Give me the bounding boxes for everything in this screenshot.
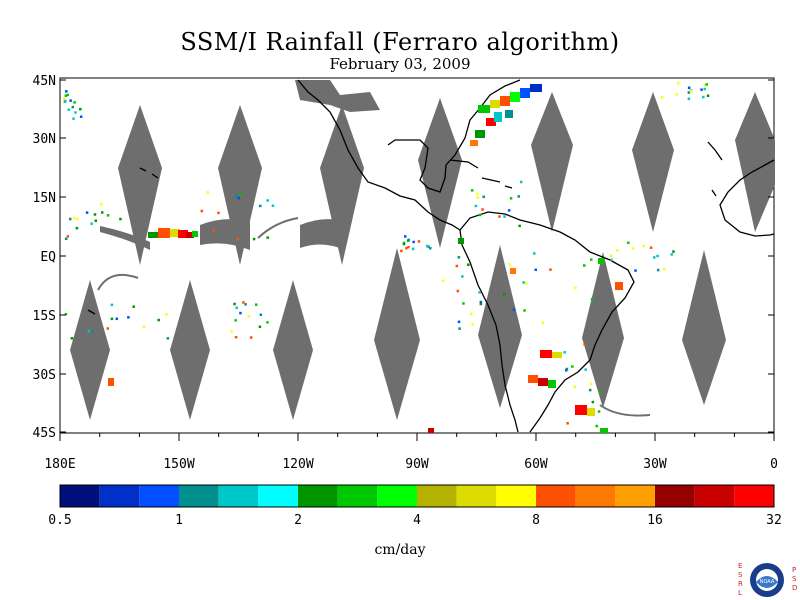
gap-swath (418, 98, 462, 248)
colorbar-units: cm/day (374, 542, 426, 558)
colorbar-tick-label: 1 (175, 513, 183, 528)
colorbar-swatch (139, 485, 179, 507)
longitude-label: 0 (770, 457, 778, 472)
longitude-label: 120W (282, 457, 313, 472)
coastline (87, 309, 96, 315)
colorbar-tick-label: 32 (766, 513, 782, 528)
coastline (707, 141, 723, 197)
colorbar-swatch (60, 485, 100, 507)
latitude-label: 15N (33, 191, 56, 206)
gap-swath (632, 92, 674, 232)
colorbar-swatch (377, 485, 417, 507)
colorbar-swatch (734, 485, 774, 507)
latitude-label: EQ (40, 250, 56, 265)
gap-band (200, 219, 250, 250)
map-date: February 03, 2009 (329, 55, 471, 73)
latitude-label: 45N (33, 74, 56, 89)
logo-letter: R (738, 580, 743, 588)
gap-swath (170, 280, 210, 420)
coastline (139, 167, 159, 179)
latitude-axis: 45N 30N 15N EQ 15S 30S 45S (33, 74, 774, 441)
colorbar-swatch (694, 485, 735, 507)
colorbar-swatch (456, 485, 497, 507)
latitude-label: 15S (33, 309, 56, 324)
colorbar-swatch (298, 485, 338, 507)
logo-letter: S (792, 575, 797, 583)
colorbar-swatch (655, 485, 695, 507)
colorbar-swatch (337, 485, 378, 507)
colorbar-tick-label: 4 (413, 513, 421, 528)
gap-swath (478, 245, 522, 408)
gap-swath (682, 250, 726, 405)
gap-swath (273, 280, 313, 420)
gap-swath (118, 105, 162, 265)
coastline (459, 229, 519, 433)
gap-band (100, 226, 150, 250)
colorbar: 0.5 1 2 4 8 16 32 (48, 484, 782, 528)
colorbar-swatch (536, 485, 576, 507)
latitude-label: 45S (33, 426, 56, 441)
logo-letter: L (738, 589, 742, 597)
gap-swath (218, 105, 262, 265)
longitude-label: 90W (405, 457, 429, 472)
gap-swath (582, 252, 624, 408)
data-gap-swaths (70, 80, 775, 420)
latitude-label: 30N (33, 132, 56, 147)
gap-swath (735, 92, 775, 232)
colorbar-tick-label: 8 (532, 513, 540, 528)
longitude-label: 180E (44, 457, 75, 472)
noaa-esrl-psd-logo: E S R L P S D NOAA (736, 560, 798, 600)
colorbar-swatch (417, 485, 457, 507)
colorbar-swatch (218, 485, 259, 507)
longitude-label: 150W (163, 457, 194, 472)
colorbar-tick-label: 2 (294, 513, 302, 528)
gap-band (300, 219, 345, 250)
coastline (449, 159, 513, 189)
coastline (719, 159, 775, 237)
longitude-label: 60W (524, 457, 548, 472)
colorbar-swatch (179, 485, 219, 507)
gap-swath (320, 105, 364, 265)
map-title: SSM/I Rainfall (Ferraro algorithm) (180, 28, 620, 56)
colorbar-tick-label: 16 (647, 513, 663, 528)
colorbar-tick-label: 0.5 (48, 513, 71, 528)
gap-swath (374, 248, 420, 420)
gap-arcs (97, 217, 651, 417)
colorbar-swatch (99, 485, 140, 507)
logo-letter: S (738, 571, 743, 579)
gap-swath (531, 92, 573, 232)
coastline (387, 79, 521, 193)
longitude-label: 30W (643, 457, 667, 472)
colorbar-swatch (258, 485, 298, 507)
colorbar-swatch (496, 485, 536, 507)
gap-band (295, 80, 380, 112)
logo-letter: D (792, 584, 797, 592)
rainfall-patches (108, 84, 623, 433)
gap-swath (70, 280, 110, 420)
colorbar-swatch (615, 485, 655, 507)
coastline (297, 79, 461, 231)
longitude-axis: 180E 150W 120W 90W 60W 30W 0 (44, 433, 778, 472)
colorbar-swatch (575, 485, 616, 507)
rainfall-speckles (63, 82, 710, 428)
noaa-emblem-text: NOAA (760, 579, 775, 585)
logo-letter: P (792, 566, 796, 574)
coastline (459, 211, 635, 433)
latitude-label: 30S (33, 368, 56, 383)
coastlines (87, 79, 775, 433)
logo-letter: E (738, 562, 742, 570)
